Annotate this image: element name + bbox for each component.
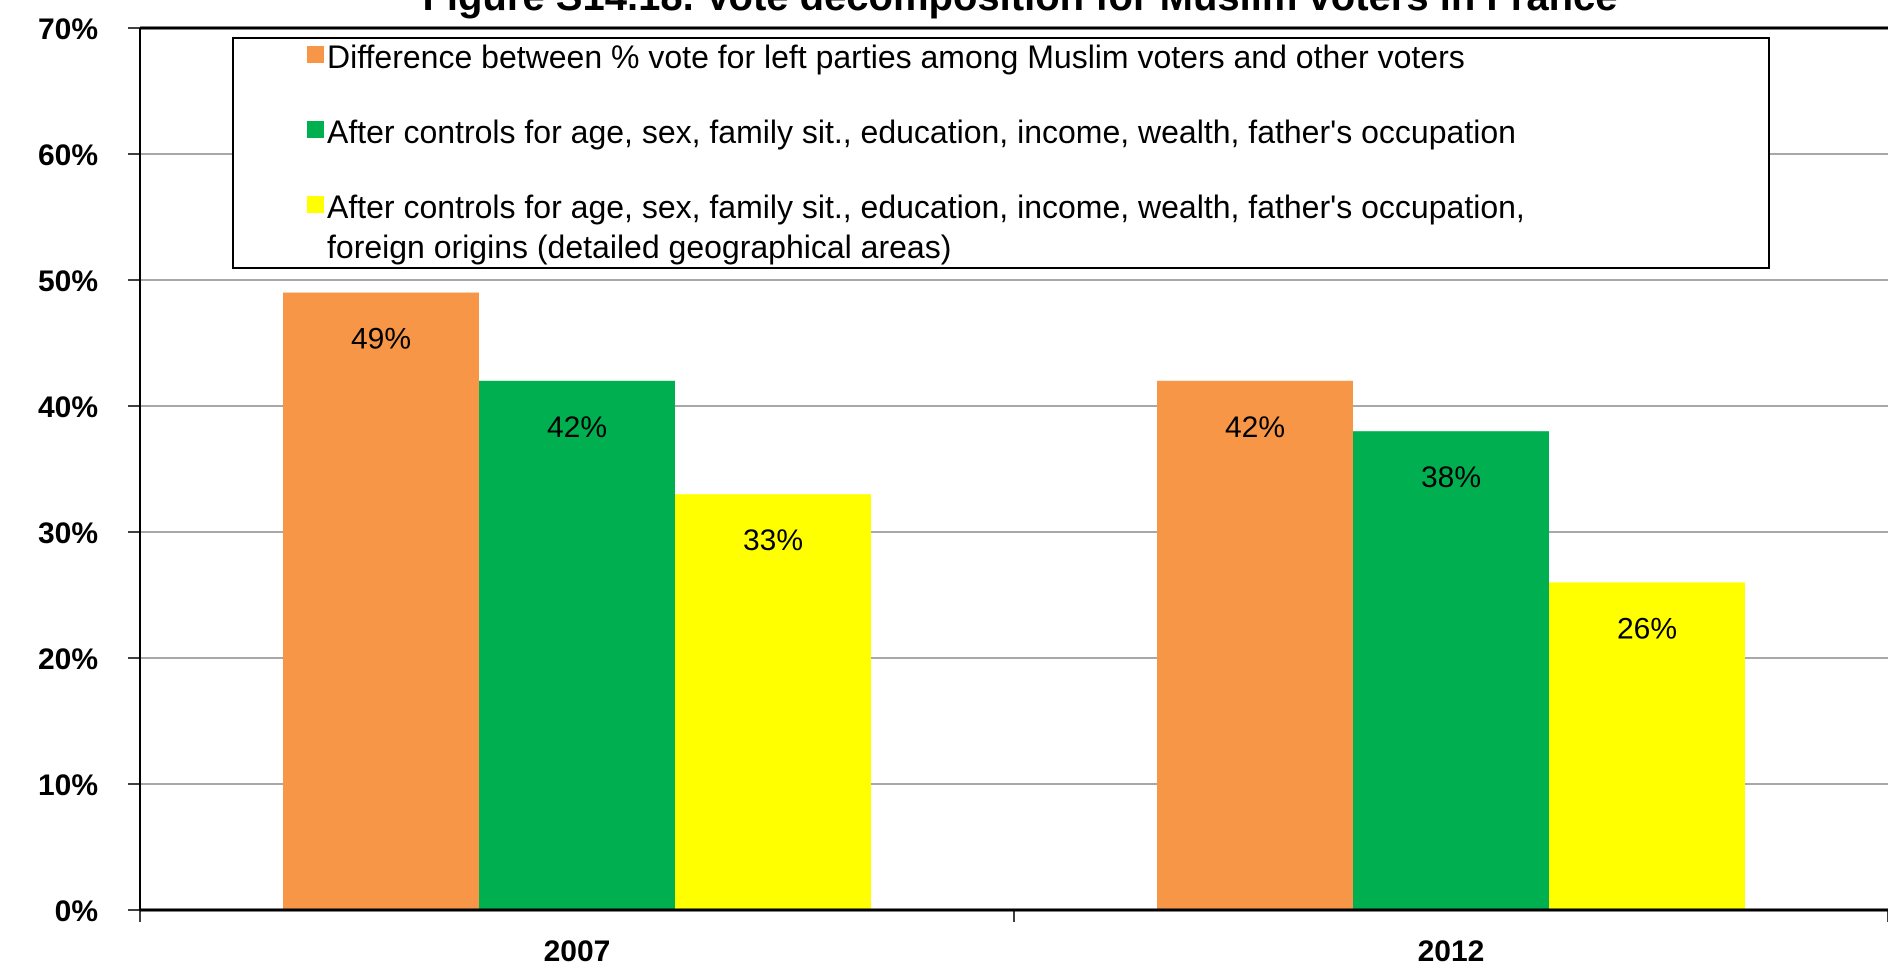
x-tick-label: 2007 — [544, 935, 611, 968]
y-tick-label: 40% — [38, 391, 98, 424]
bar — [1549, 582, 1745, 910]
y-tick-labels: 0% 10% 20% 30% 40% 50% 60% 70% — [38, 13, 98, 928]
data-label: 42% — [1225, 411, 1285, 444]
data-labels: 49% 42% 33% 42% 38% 26% — [351, 323, 1677, 646]
bars — [283, 292, 1745, 911]
bar — [675, 494, 871, 910]
legend-label-line: After controls for age, sex, family sit.… — [327, 189, 1525, 225]
bar — [283, 292, 479, 911]
y-tick-label: 20% — [38, 643, 98, 676]
bar — [1353, 431, 1549, 910]
bar — [479, 380, 675, 910]
x-tick-label: 2012 — [1418, 935, 1485, 968]
chart-title: Figure S14.18. Vote decomposition for Mu… — [422, 0, 1617, 19]
legend-label: After controls for age, sex, family sit.… — [327, 189, 1525, 265]
bar — [1157, 380, 1353, 910]
legend-label: After controls for age, sex, family sit.… — [327, 114, 1516, 150]
legend-label-line: foreign origins (detailed geographical a… — [327, 229, 951, 265]
legend-label: Difference between % vote for left parti… — [327, 39, 1465, 75]
x-tick-labels: 2007 2012 — [544, 935, 1485, 968]
legend: Difference between % vote for left parti… — [232, 37, 1770, 269]
data-label: 42% — [547, 411, 607, 444]
y-tick-label: 50% — [38, 265, 98, 298]
data-label: 49% — [351, 323, 411, 356]
legend-swatch — [307, 46, 324, 63]
data-label: 26% — [1617, 612, 1677, 645]
data-label: 38% — [1421, 461, 1481, 494]
axes — [128, 26, 1888, 922]
y-tick-label: 30% — [38, 517, 98, 550]
data-label: 33% — [743, 524, 803, 557]
y-tick-label: 70% — [38, 13, 98, 46]
legend-swatch — [307, 121, 324, 138]
y-tick-label: 60% — [38, 139, 98, 172]
legend-box — [232, 37, 1770, 269]
legend-swatch — [307, 196, 324, 213]
y-tick-label: 0% — [55, 895, 98, 928]
y-tick-label: 10% — [38, 769, 98, 802]
